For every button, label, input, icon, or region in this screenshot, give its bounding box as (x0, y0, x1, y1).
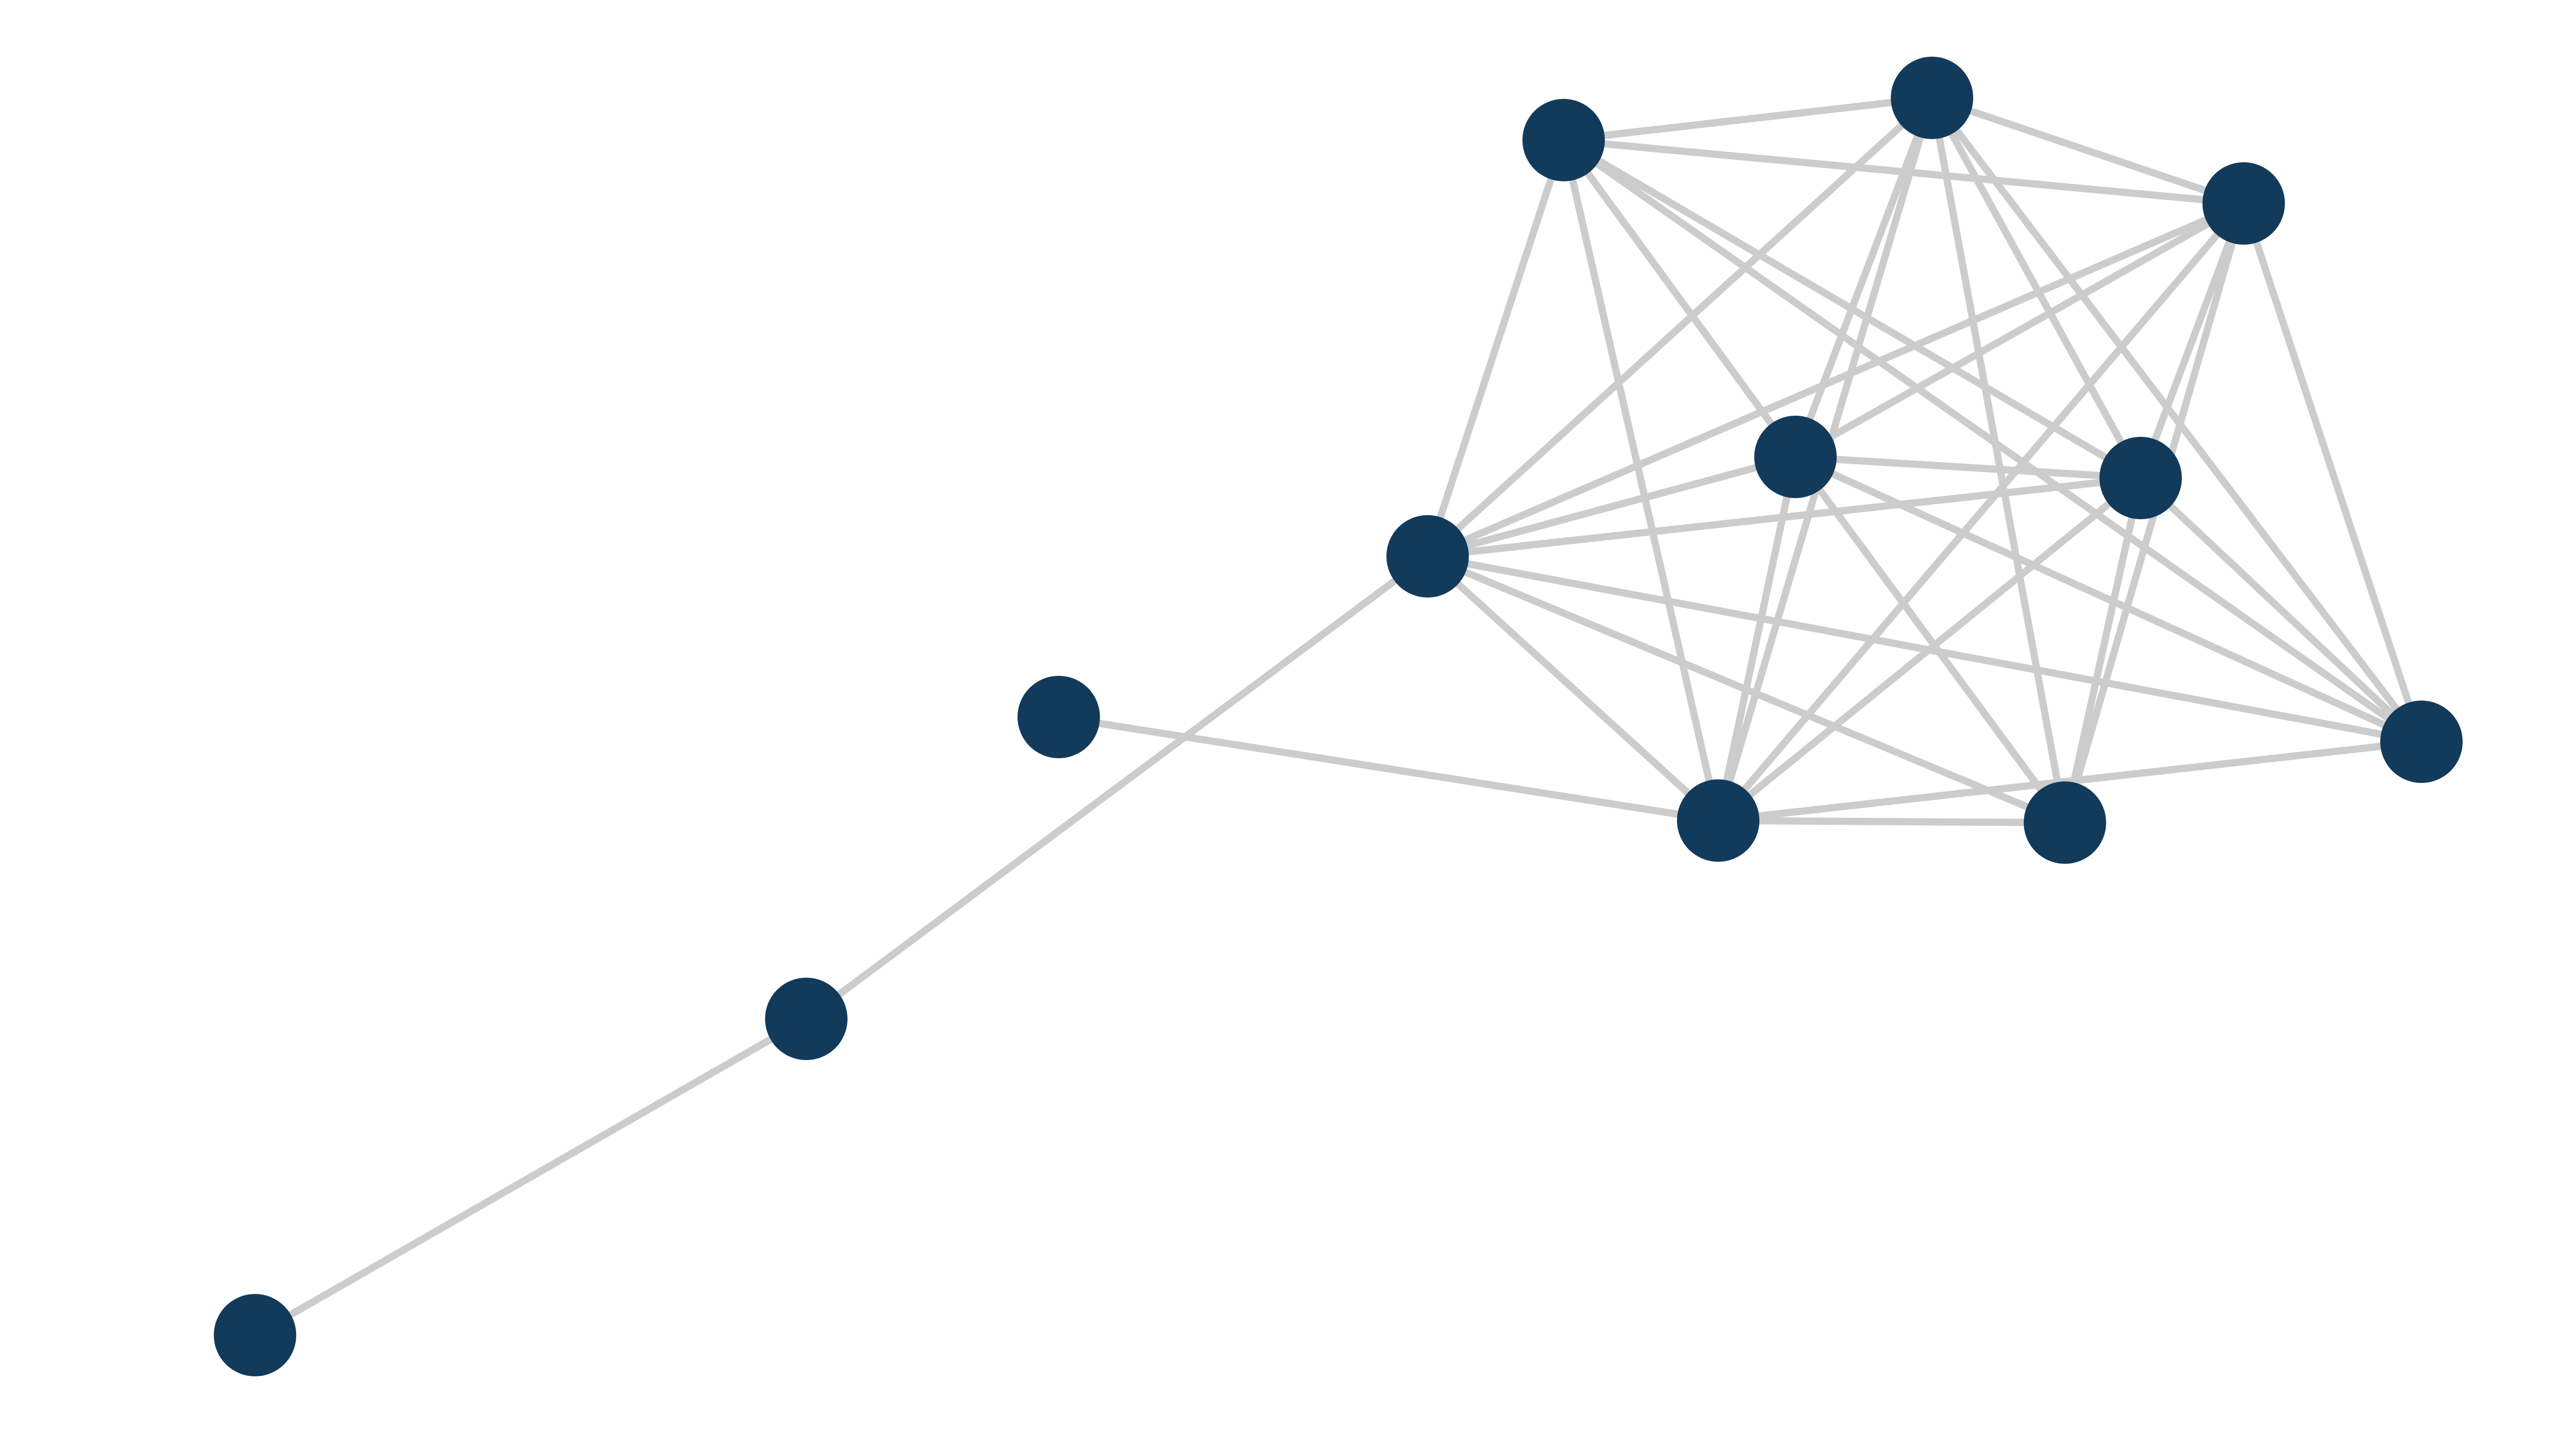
graph-node-n11 (214, 1294, 296, 1376)
graph-edge-n10-n11 (251, 1015, 810, 1339)
graph-edge-n3-n4 (1792, 453, 2144, 482)
graph-edge-n0-n5 (1424, 94, 1936, 560)
graph-edge-n5-n10 (803, 553, 1431, 1022)
graph-edge-n0-n3 (1792, 94, 1936, 461)
edge-layer (251, 94, 2425, 1339)
graph-node-n1 (1522, 99, 1605, 181)
graph-edge-n0-n4 (1928, 94, 2144, 482)
graph-edge-n4-n5 (1424, 474, 2144, 560)
graph-edge-n1-n2 (1560, 137, 2247, 207)
graph-edge-n2-n4 (2137, 200, 2247, 482)
graph-edge-n0-n9 (1928, 94, 2069, 826)
graph-edge-n2-n8 (1715, 200, 2247, 824)
graph-edge-n1-n4 (1560, 137, 2144, 482)
graph-edge-n8-n9 (1715, 817, 2069, 826)
graph-edge-n1-n3 (1560, 137, 1799, 461)
graph-node-n6 (1018, 676, 1100, 758)
graph-edge-n1-n7 (1560, 137, 2425, 745)
graph-node-n7 (2380, 701, 2463, 783)
graph-node-n3 (1754, 416, 1837, 498)
graph-node-n4 (2099, 437, 2182, 519)
graph-edge-n4-n9 (2061, 474, 2144, 826)
graph-edge-n2-n5 (1424, 200, 2247, 560)
graph-node-n2 (2202, 162, 2285, 245)
graph-edge-n5-n7 (1424, 553, 2425, 745)
graph-edge-n3-n9 (1792, 453, 2069, 826)
graph-edge-n0-n2 (1928, 94, 2247, 207)
graph-node-n9 (2024, 781, 2106, 864)
graph-edge-n2-n7 (2240, 200, 2425, 745)
graph-edge-n3-n5 (1424, 453, 1799, 560)
graph-node-n5 (1386, 515, 1469, 598)
graph-edge-n5-n9 (1424, 553, 2069, 826)
graph-node-n10 (765, 978, 848, 1060)
graph-edge-n5-n8 (1424, 553, 1722, 824)
graph-edge-n0-n1 (1560, 94, 1936, 144)
graph-edge-n2-n3 (1792, 200, 2247, 461)
graph-edge-n7-n8 (1715, 738, 2425, 824)
graph-edge-n1-n8 (1560, 137, 1722, 824)
node-layer (214, 57, 2463, 1376)
graph-edge-n1-n5 (1424, 137, 1567, 560)
graph-edge-n6-n8 (1055, 713, 1722, 824)
graph-edge-n0-n7 (1928, 94, 2425, 745)
graph-node-n0 (1891, 57, 1973, 139)
graph-node-n8 (1677, 779, 1759, 862)
graph-edge-n4-n7 (2137, 474, 2425, 745)
